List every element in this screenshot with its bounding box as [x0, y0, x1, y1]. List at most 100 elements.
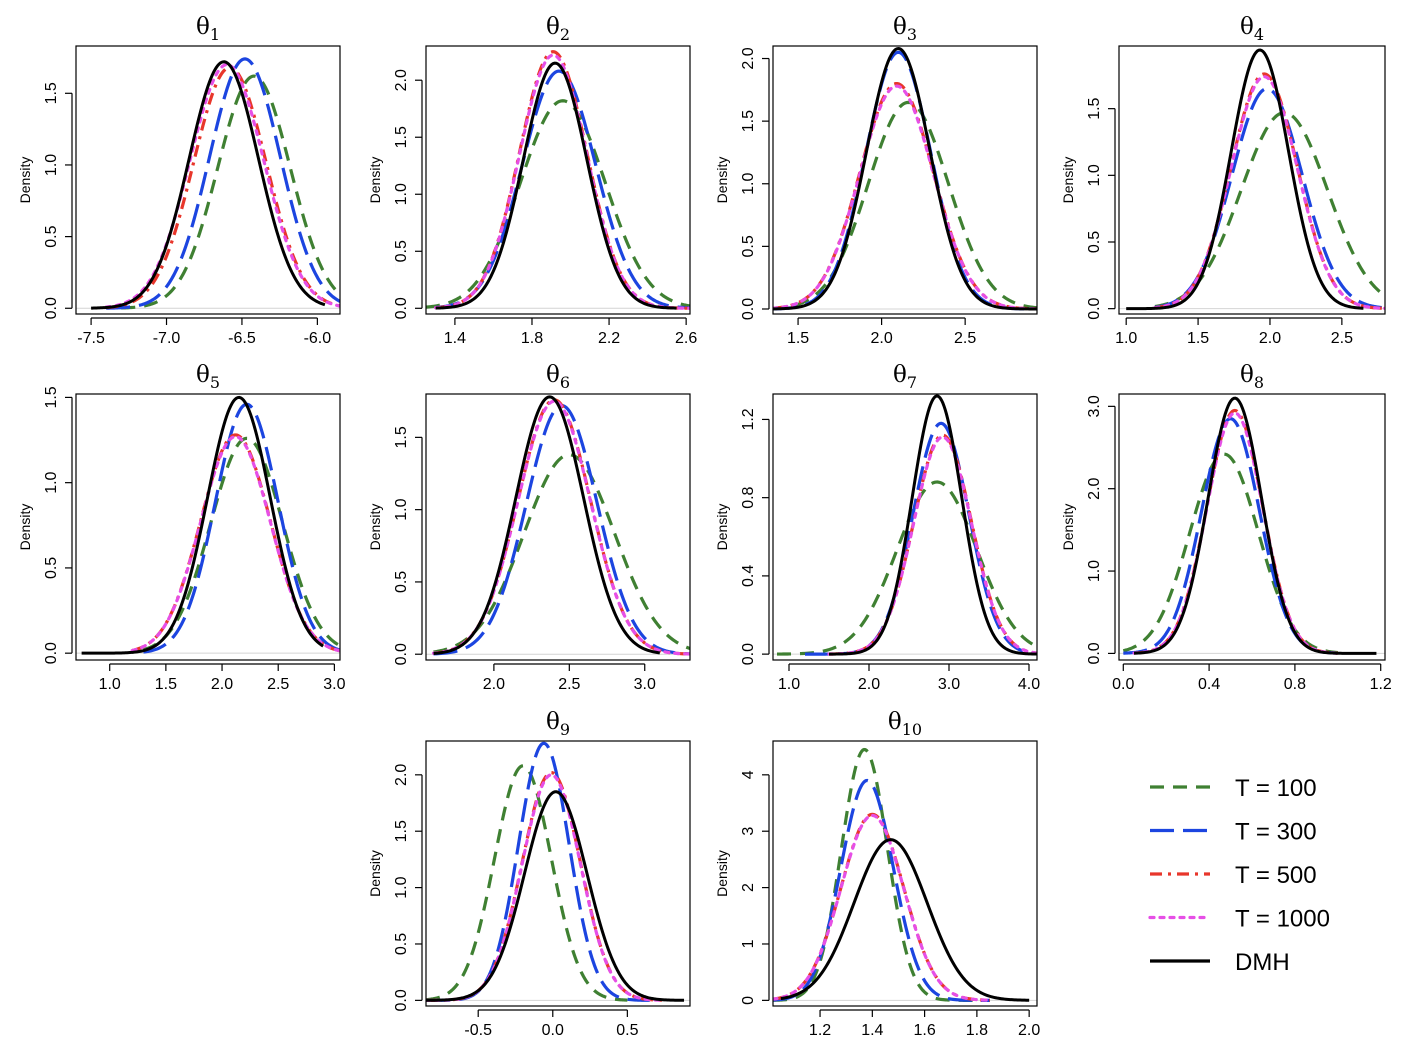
y-tick-label: 2.0 — [1086, 477, 1103, 499]
curve-t-100 — [773, 747, 977, 1002]
panel-theta8: 0.0 0.4 0.8 1.2 0.0 1.0 2.0 3.0 Density θ8 — [1060, 362, 1392, 693]
y-tick-label: 1.0 — [1086, 164, 1103, 186]
curve-dmh — [81, 395, 324, 655]
y-tick-label: 0.0 — [43, 297, 60, 319]
legend-item-t-300: T = 300 — [1150, 819, 1317, 846]
y-tick-label: 1.0 — [393, 876, 410, 898]
curves — [773, 747, 1030, 1002]
x-tick-label: 1.4 — [861, 1022, 883, 1039]
x-tick-label: 2.5 — [954, 330, 976, 347]
x-tick-label: 2.0 — [858, 676, 880, 693]
curve-t-1000 — [104, 63, 340, 309]
y-axis: 0.0 0.5 1.0 1.5 — [43, 386, 73, 664]
curves — [81, 395, 340, 655]
y-tick-label: 0.4 — [740, 565, 757, 587]
x-axis: 1.0 1.5 2.0 2.5 3.0 — [99, 663, 346, 693]
y-tick-label: 0.0 — [393, 643, 410, 665]
panel-theta6: 2.0 2.5 3.0 0.0 0.5 1.0 1.5 Density θ6 — [367, 362, 691, 693]
y-tick-label: 0.5 — [393, 933, 410, 955]
y-tick-label: 1.0 — [43, 154, 60, 176]
curve-dmh — [773, 47, 1037, 311]
x-tick-label: -7.0 — [153, 330, 181, 347]
curve-dmh — [1126, 48, 1364, 311]
y-axis-label: Density — [714, 504, 730, 551]
legend-label: DMH — [1235, 949, 1290, 976]
x-tick-label: 1.5 — [1187, 330, 1209, 347]
x-tick-label: 1.8 — [521, 330, 543, 347]
x-axis: 0.0 0.4 0.8 1.2 — [1112, 663, 1392, 693]
panel-title: θ8 — [1240, 362, 1264, 392]
x-tick-label: 2.0 — [483, 676, 505, 693]
x-tick-label: 3.0 — [634, 676, 656, 693]
curve-t-100 — [773, 100, 1037, 310]
curve-dmh — [780, 838, 1030, 1002]
curve-t-1000 — [773, 84, 1037, 311]
curve-t-300 — [1123, 417, 1338, 655]
y-tick-label: 2 — [740, 883, 757, 892]
curve-t-300 — [773, 778, 990, 1002]
panel-title: θ10 — [888, 709, 922, 739]
curve-t-1000 — [426, 773, 667, 1002]
panel-title: θ2 — [546, 14, 570, 44]
y-axis-label: Density — [17, 504, 33, 551]
legend-item-dmh: DMH — [1150, 949, 1290, 976]
y-tick-label: 1.5 — [393, 820, 410, 842]
y-tick-label: 0.5 — [43, 225, 60, 247]
panel-title: θ4 — [1240, 14, 1264, 44]
x-axis: -7.5 -7.0 -6.5 -6.0 — [77, 317, 331, 347]
x-tick-label: 2.2 — [598, 330, 620, 347]
curve-t-300 — [433, 403, 690, 656]
x-axis: 2.0 2.5 3.0 — [483, 663, 656, 693]
x-tick-label: 1.0 — [99, 676, 121, 693]
plot-frame — [1118, 393, 1386, 661]
y-tick-label: 0.0 — [1086, 642, 1103, 664]
curve-t-100 — [426, 99, 690, 309]
curve-t-100 — [121, 74, 340, 310]
x-tick-label: 3.0 — [938, 676, 960, 693]
y-tick-label: 0.5 — [393, 571, 410, 593]
curve-t-300 — [1154, 87, 1385, 310]
x-axis: -0.5 0.0 0.5 — [464, 1009, 639, 1039]
panel-title: θ5 — [196, 362, 220, 392]
curve-t-100 — [433, 453, 690, 654]
y-tick-label: 0.0 — [740, 643, 757, 665]
x-tick-label: 1.8 — [966, 1022, 988, 1039]
x-axis: 1.0 1.5 2.0 2.5 — [1115, 317, 1353, 347]
x-tick-label: 1.4 — [444, 330, 466, 347]
y-tick-label: 3.0 — [1086, 395, 1103, 417]
plot-frame — [75, 45, 341, 315]
x-tick-label: 1.5 — [155, 676, 177, 693]
x-axis: 1.2 1.4 1.6 1.8 2.0 — [809, 1009, 1040, 1039]
x-tick-label: 0.0 — [1112, 676, 1134, 693]
curves — [773, 47, 1037, 311]
y-tick-label: 0 — [740, 996, 757, 1005]
x-tick-label: 2.0 — [1259, 330, 1281, 347]
plot-frame — [425, 740, 691, 1007]
x-axis: 1.0 2.0 3.0 4.0 — [778, 663, 1040, 693]
y-tick-label: 0.0 — [393, 297, 410, 319]
curve-t-500 — [773, 81, 1037, 311]
y-tick-label: 1.5 — [43, 386, 60, 408]
curve-dmh — [829, 394, 1037, 656]
curve-t-1000 — [773, 813, 992, 1002]
legend-item-t-500: T = 500 — [1150, 862, 1317, 889]
y-tick-label: 1.5 — [43, 82, 60, 104]
x-tick-label: 1.5 — [787, 330, 809, 347]
curves — [426, 50, 690, 310]
y-axis: 0.0 0.5 1.0 1.5 — [393, 426, 423, 665]
plot-frame — [772, 393, 1038, 661]
legend-label: T = 300 — [1235, 819, 1317, 846]
panel-title: θ6 — [546, 362, 570, 392]
x-tick-label: 1.2 — [1370, 676, 1392, 693]
x-tick-label: 1.6 — [913, 1022, 935, 1039]
x-tick-label: 0.5 — [616, 1022, 638, 1039]
y-tick-label: 1.0 — [1086, 560, 1103, 582]
panel-title: θ7 — [893, 362, 917, 392]
y-tick-label: 0.5 — [393, 240, 410, 262]
panel-theta1: -7.5 -7.0 -6.5 -6.0 0.0 0.5 1.0 1.5 Density θ1 — [17, 14, 341, 347]
legend-item-t-100: T = 100 — [1150, 775, 1317, 802]
legend-label: T = 1000 — [1235, 906, 1330, 933]
curve-t-100 — [1154, 111, 1385, 309]
